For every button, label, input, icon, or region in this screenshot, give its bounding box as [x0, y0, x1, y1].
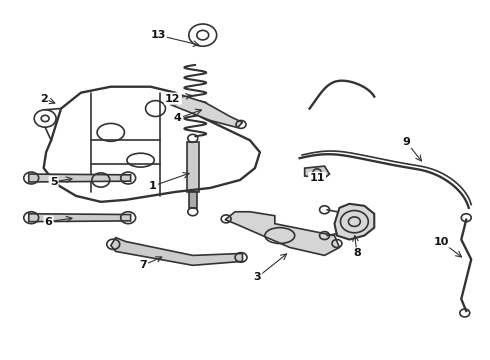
- Text: 3: 3: [254, 272, 261, 282]
- Text: 9: 9: [403, 137, 411, 147]
- Text: 11: 11: [309, 173, 325, 183]
- Text: 5: 5: [50, 177, 57, 187]
- Text: 4: 4: [174, 113, 182, 123]
- Text: 12: 12: [165, 94, 181, 104]
- Polygon shape: [29, 174, 131, 182]
- Polygon shape: [225, 212, 340, 255]
- Polygon shape: [29, 214, 131, 222]
- Text: 13: 13: [150, 30, 166, 40]
- Text: 1: 1: [149, 181, 157, 191]
- Polygon shape: [187, 142, 199, 192]
- Polygon shape: [171, 95, 243, 127]
- Text: 6: 6: [45, 217, 52, 227]
- Polygon shape: [189, 192, 197, 208]
- Text: 7: 7: [139, 260, 147, 270]
- Polygon shape: [335, 204, 374, 239]
- Text: 2: 2: [40, 94, 48, 104]
- Text: 8: 8: [353, 248, 361, 258]
- Polygon shape: [111, 238, 243, 265]
- Text: 10: 10: [434, 237, 449, 247]
- Polygon shape: [305, 166, 329, 178]
